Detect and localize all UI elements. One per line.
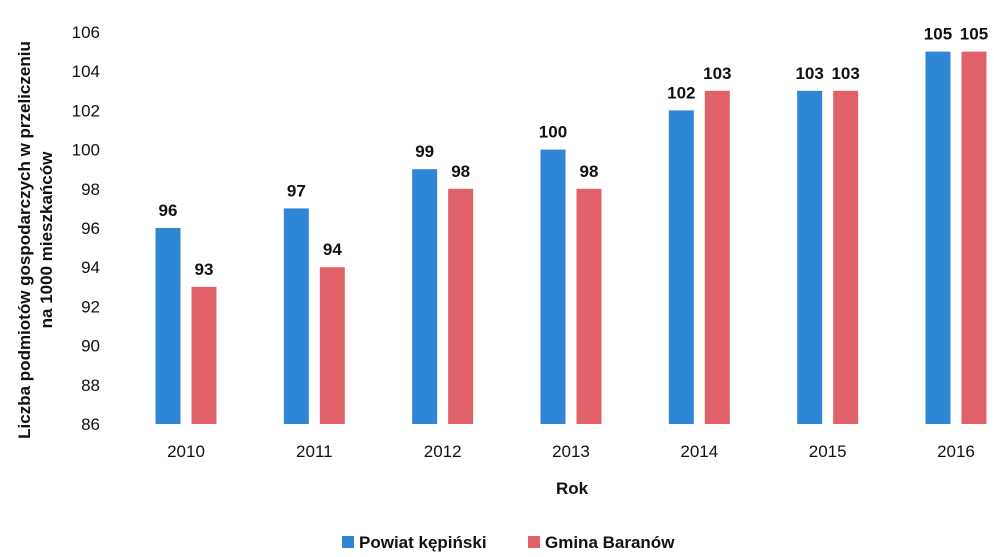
data-label: 96: [159, 201, 178, 220]
legend-label: Powiat kępiński: [359, 533, 487, 552]
data-label: 102: [667, 83, 695, 102]
data-labels: 96 93 97 94 99 98 100 98 102 103 103 103 105 105: [159, 25, 989, 279]
data-label: 103: [795, 64, 823, 83]
bar-powiat-2014: [668, 110, 694, 425]
y-tick-label: 106: [72, 23, 100, 42]
bar-gmina-2011: [319, 267, 345, 424]
y-tick-label: 86: [81, 415, 100, 434]
legend: Powiat kępiński Gmina Baranów: [342, 533, 675, 552]
y-tick-label: 98: [81, 180, 100, 199]
y-tick-label: 90: [81, 337, 100, 356]
y-axis-ticks: 86 88 90 92 94 96 98 100 102 104 106: [72, 23, 100, 434]
x-tick-label: 2010: [167, 442, 205, 461]
legend-swatch: [528, 536, 540, 548]
bar-gmina-2012: [448, 188, 474, 424]
data-label: 98: [580, 162, 599, 181]
y-tick-label: 96: [81, 219, 100, 238]
y-axis-title-line1: Liczba podmiotów gospodarczych w przelic…: [15, 41, 34, 439]
data-label: 93: [195, 260, 214, 279]
y-axis-title-line2: na 1000 mieszkańców: [37, 151, 56, 328]
bar-gmina-2015: [833, 90, 859, 425]
x-tick-label: 2011: [296, 442, 333, 461]
y-tick-label: 94: [81, 258, 100, 277]
data-label: 94: [323, 240, 342, 259]
data-label: 97: [287, 181, 306, 200]
bar-gmina-2014: [704, 90, 730, 425]
x-tick-label: 2013: [552, 442, 590, 461]
bar-gmina-2010: [191, 286, 217, 424]
bar-powiat-2011: [283, 208, 309, 424]
x-tick-label: 2012: [424, 442, 462, 461]
data-label: 100: [539, 123, 567, 142]
data-label: 103: [831, 64, 859, 83]
bar-powiat-2015: [797, 90, 823, 425]
y-tick-label: 104: [72, 62, 100, 81]
bar-gmina-2016: [961, 51, 987, 424]
data-label: 103: [703, 64, 731, 83]
bars: [155, 51, 987, 425]
y-tick-label: 88: [81, 376, 100, 395]
data-label: 99: [415, 142, 434, 161]
legend-swatch: [342, 536, 354, 548]
x-axis-ticks: 2010 2011 2012 2013 2014 2015 2016: [167, 442, 975, 461]
x-tick-label: 2015: [809, 442, 847, 461]
x-tick-label: 2016: [937, 442, 975, 461]
x-tick-label: 2014: [680, 442, 718, 461]
x-axis-title: Rok: [556, 479, 589, 498]
bar-powiat-2016: [925, 51, 951, 424]
data-label: 105: [960, 25, 988, 44]
y-axis-title: Liczba podmiotów gospodarczych w przelic…: [15, 41, 56, 439]
y-tick-label: 100: [72, 141, 100, 160]
y-tick-label: 92: [81, 297, 100, 316]
data-label: 105: [924, 25, 952, 44]
data-label: 98: [451, 162, 470, 181]
bar-gmina-2013: [576, 188, 602, 424]
y-tick-label: 102: [72, 101, 100, 120]
bar-powiat-2012: [412, 169, 438, 424]
legend-label: Gmina Baranów: [545, 533, 675, 552]
bar-powiat-2010: [155, 228, 181, 424]
bar-powiat-2013: [540, 149, 566, 424]
